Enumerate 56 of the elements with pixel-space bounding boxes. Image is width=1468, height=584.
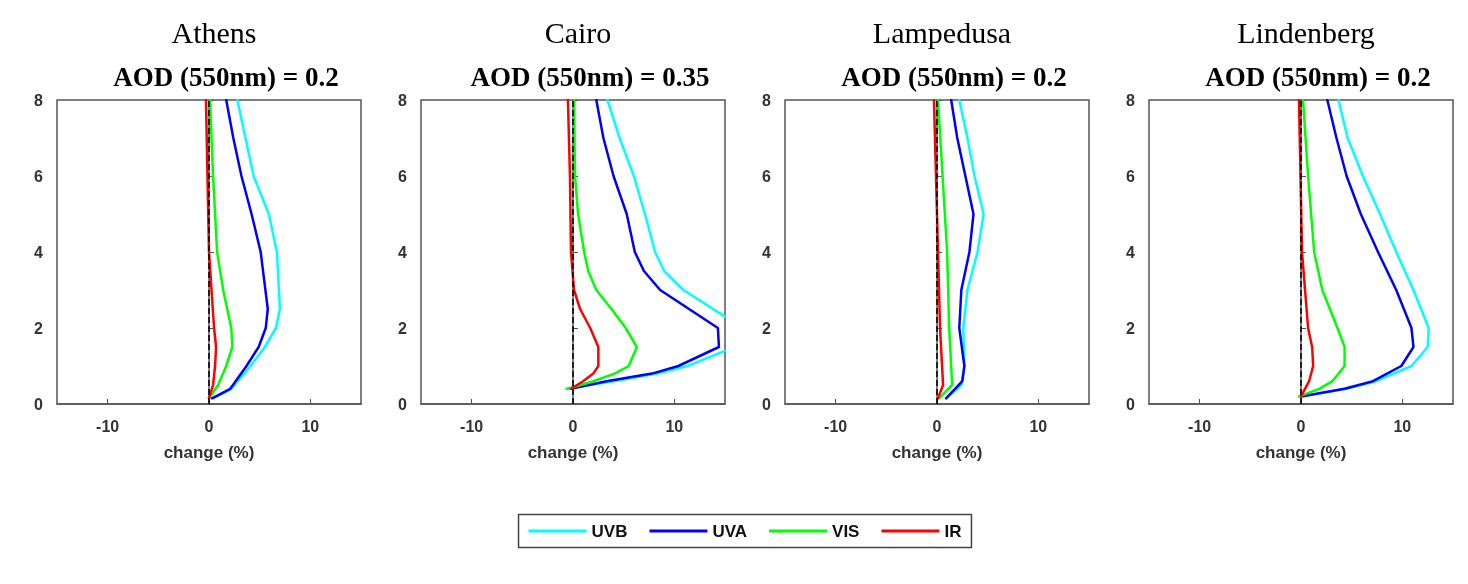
line-series	[1297, 98, 1346, 398]
y-tick-label: 4	[1126, 243, 1136, 261]
line-series	[566, 98, 600, 391]
y-tick-label: 6	[1126, 167, 1136, 185]
chart-title: Lindenberg	[1237, 15, 1375, 49]
y-tick-label: 0	[398, 395, 408, 413]
y-tick-label: 8	[762, 91, 772, 109]
line-series	[210, 98, 270, 400]
x-tick-label: 0	[204, 417, 214, 435]
legend-label: IR	[944, 521, 962, 541]
line-series	[944, 98, 975, 400]
x-axis-title: change (%)	[1255, 443, 1347, 462]
y-tick-label: 2	[34, 319, 44, 337]
x-tick-label: 10	[301, 417, 320, 435]
y-tick-label: 2	[1126, 319, 1136, 337]
x-tick-label: 0	[932, 417, 942, 435]
x-axis-title: change (%)	[891, 443, 983, 462]
legend-label: UVA	[712, 521, 748, 541]
line-series	[211, 98, 282, 400]
x-tick-label: 10	[1029, 417, 1048, 435]
chart-title: Athens	[171, 15, 257, 49]
chart-subtitle: AOD (550nm) = 0.2	[113, 61, 339, 92]
x-tick-label: -10	[1188, 417, 1212, 435]
chart-title: Lampedusa	[872, 15, 1012, 49]
y-tick-label: 8	[1126, 91, 1136, 109]
y-tick-label: 4	[34, 243, 44, 261]
x-tick-label: -10	[460, 417, 484, 435]
y-tick-label: 0	[762, 395, 772, 413]
y-tick-label: 2	[398, 319, 408, 337]
legend-label: VIS	[832, 521, 860, 541]
x-axis-title: change (%)	[163, 443, 255, 462]
x-tick-label: -10	[96, 417, 120, 435]
y-tick-label: 6	[34, 167, 44, 185]
x-tick-label: 0	[1296, 417, 1306, 435]
y-tick-label: 0	[34, 395, 44, 413]
chart-subtitle: AOD (550nm) = 0.35	[470, 61, 710, 92]
y-tick-label: 6	[762, 167, 772, 185]
y-tick-label: 4	[762, 243, 772, 261]
line-series	[936, 98, 954, 400]
y-tick-label: 8	[34, 91, 44, 109]
y-tick-label: 4	[398, 243, 408, 261]
chart-subtitle: AOD (550nm) = 0.2	[841, 61, 1067, 92]
x-tick-label: 0	[568, 417, 578, 435]
y-tick-label: 0	[1126, 395, 1136, 413]
y-tick-label: 6	[398, 167, 408, 185]
x-axis-title: change (%)	[527, 443, 619, 462]
x-tick-label: -10	[824, 417, 848, 435]
x-tick-label: 10	[665, 417, 684, 435]
y-tick-label: 2	[762, 319, 772, 337]
line-series	[207, 98, 234, 400]
chart-subtitle: AOD (550nm) = 0.2	[1205, 61, 1431, 92]
line-series	[566, 98, 639, 391]
chart-title: Cairo	[544, 15, 612, 49]
y-tick-label: 8	[398, 91, 408, 109]
legend-label: UVB	[591, 521, 628, 541]
x-tick-label: 10	[1393, 417, 1412, 435]
